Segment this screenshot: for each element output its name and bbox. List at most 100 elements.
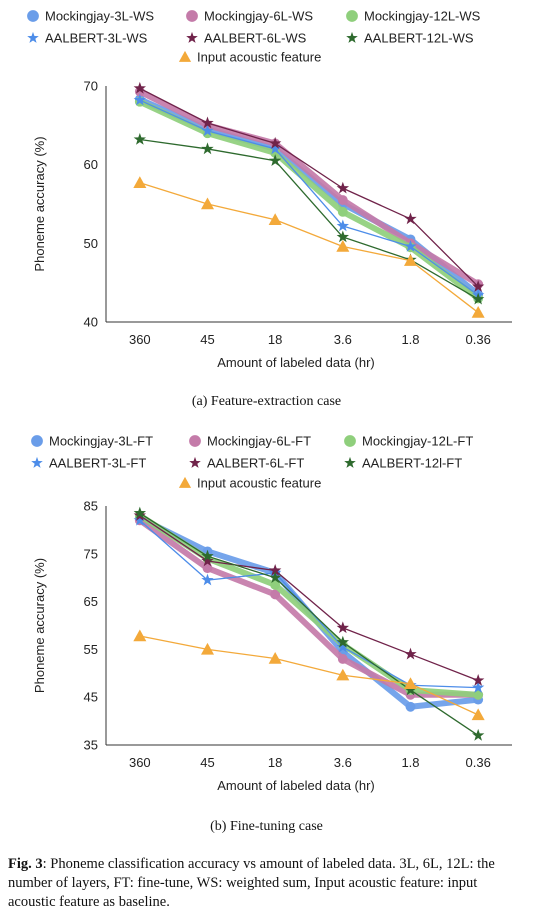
data-point — [404, 239, 417, 252]
series-line — [136, 512, 482, 698]
legend: Mockingjay-3L-WS Mockingjay-6L-WS Mockingj… — [27, 9, 481, 65]
data-point — [337, 195, 348, 206]
y-tick-label: 65 — [84, 594, 98, 609]
legend-label: AALBERT-12L-WS — [364, 31, 474, 46]
x-axis-label: Amount of labeled data (hr) — [217, 778, 375, 793]
data-point — [471, 728, 485, 741]
legend-label: Mockingjay-12L-FT — [362, 434, 473, 449]
series-line — [139, 87, 479, 288]
data-point — [336, 181, 350, 194]
y-tick-label: 40 — [84, 315, 98, 330]
x-tick-label: 360 — [129, 755, 151, 770]
data-point — [336, 640, 350, 653]
data-point — [403, 677, 418, 690]
data-point — [133, 93, 147, 106]
data-point — [133, 176, 147, 188]
legend-marker — [178, 50, 192, 62]
chart-fine-tuning: Mockingjay-3L-FT Mockingjay-6L-FT Mockingj… — [0, 425, 533, 820]
y-tick-label: 85 — [84, 499, 98, 514]
y-tick-label: 75 — [84, 546, 98, 561]
data-point — [201, 573, 214, 586]
data-point — [201, 116, 214, 129]
legend-label: Input acoustic feature — [197, 476, 321, 491]
series-line — [139, 514, 479, 682]
series-line — [136, 517, 482, 698]
data-point — [268, 571, 282, 583]
data-point — [133, 629, 147, 642]
figure-caption-text: : Phoneme classification accuracy vs amo… — [8, 856, 495, 910]
axes: 40 50 60 70 360 45 18 3.6 1.8 0.36 Amount of label… — [32, 79, 512, 370]
y-axis-label: Phoneme accuracy (%) — [32, 558, 47, 693]
series-line — [139, 635, 479, 716]
figure-label: Fig. 3 — [8, 856, 43, 872]
chart-feature-extraction: Mockingjay-3L-WS Mockingjay-6L-WS Mockingj… — [0, 0, 533, 390]
y-tick-label: 35 — [84, 738, 98, 753]
series-aalbert-6l-ws — [133, 81, 485, 292]
legend-marker — [27, 31, 39, 43]
data-point — [268, 564, 282, 576]
x-tick-label: 1.8 — [401, 332, 419, 347]
figure-caption: Fig. 3: Phoneme classification accuracy … — [8, 855, 528, 912]
data-point — [268, 142, 282, 155]
legend-marker — [27, 10, 39, 22]
series-aalbert-12l-ws — [133, 132, 485, 305]
subcaption-a: (a) Feature-extraction case — [191, 394, 342, 409]
legend-label: Mockingjay-3L-WS — [45, 9, 154, 24]
data-point — [404, 683, 417, 696]
data-point — [200, 642, 215, 655]
series-line — [139, 182, 479, 314]
series-line — [139, 138, 479, 300]
legend-marker — [31, 456, 43, 468]
legend-marker — [344, 435, 356, 447]
y-tick-label: 70 — [84, 79, 98, 94]
data-point — [471, 708, 485, 721]
x-tick-label: 45 — [200, 755, 214, 770]
legend-marker — [189, 456, 201, 468]
legend-marker — [186, 31, 198, 43]
data-point — [336, 621, 350, 634]
data-point — [133, 506, 147, 519]
data-point — [201, 124, 214, 137]
legend-label: Mockingjay-6L-FT — [207, 434, 311, 449]
legend-label: AALBERT-6L-FT — [207, 456, 304, 471]
x-tick-label: 45 — [200, 332, 214, 347]
data-point — [270, 579, 281, 590]
series-aalbert-12l-ft — [133, 506, 485, 741]
legend-marker — [186, 10, 198, 22]
legend-label: Mockingjay-12L-WS — [364, 9, 481, 24]
data-point — [268, 136, 282, 149]
legend-marker — [31, 435, 43, 447]
data-point — [268, 154, 282, 166]
data-point — [201, 554, 214, 567]
data-point — [200, 197, 215, 210]
chart-a-svg: Mockingjay-3L-WS Mockingjay-6L-WS Mockingj… — [27, 9, 512, 370]
y-tick-label: 60 — [84, 157, 98, 172]
legend-marker — [189, 435, 201, 447]
data-point — [336, 230, 350, 243]
data-point — [268, 213, 282, 225]
legend-marker — [178, 476, 192, 488]
legend-label: AALBERT-3L-FT — [49, 456, 146, 471]
data-point — [133, 132, 147, 145]
data-point — [405, 701, 416, 712]
data-point — [337, 654, 348, 664]
legend-label: Mockingjay-6L-WS — [204, 9, 313, 24]
data-point — [404, 212, 417, 225]
data-point — [471, 306, 485, 318]
data-point — [336, 635, 350, 648]
y-tick-label: 45 — [84, 690, 98, 705]
legend-marker — [346, 31, 358, 43]
data-point — [471, 280, 485, 292]
x-tick-label: 18 — [268, 332, 282, 347]
data-point — [403, 254, 418, 266]
legend-label: AALBERT-3L-WS — [45, 31, 148, 46]
data-point — [201, 549, 214, 562]
data-point — [133, 513, 147, 526]
data-point — [270, 589, 281, 600]
x-tick-label: 0.36 — [466, 755, 491, 770]
x-tick-label: 3.6 — [334, 332, 352, 347]
data-point — [202, 563, 213, 574]
legend-marker — [344, 456, 356, 468]
x-tick-label: 0.36 — [466, 332, 491, 347]
series-line — [136, 98, 482, 302]
